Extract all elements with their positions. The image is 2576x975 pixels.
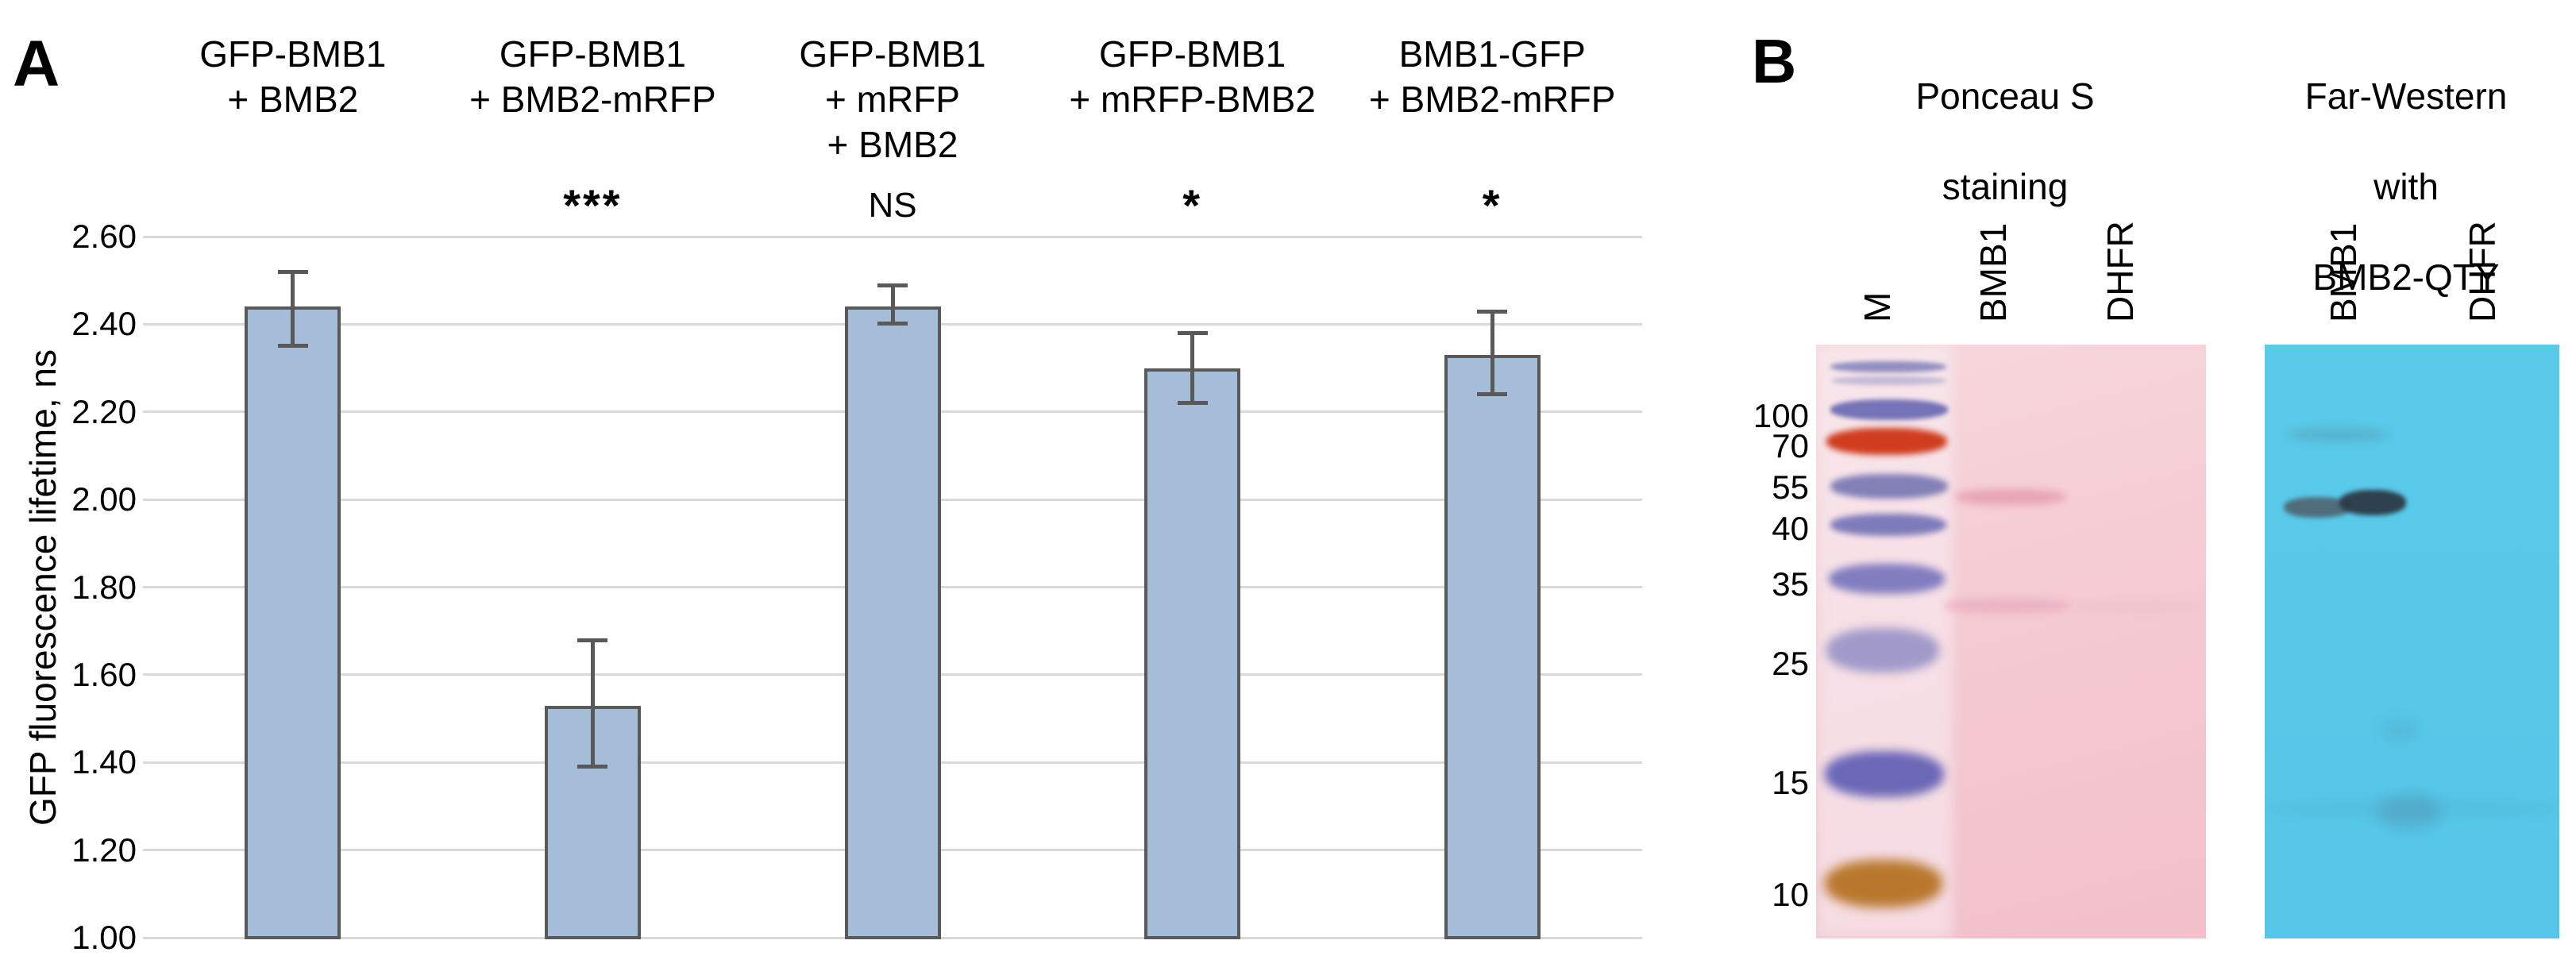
error-bar-stem xyxy=(890,284,895,325)
column-header: GFP-BMB1 + mRFP-BMB2 xyxy=(1069,33,1316,120)
bar xyxy=(1144,368,1241,939)
gel-band xyxy=(1830,474,1948,499)
gridline xyxy=(143,235,1642,238)
error-bar-cap-bottom xyxy=(1477,391,1508,396)
error-bar-cap-top xyxy=(577,638,608,642)
gel-band xyxy=(1830,361,1946,372)
y-tick-label: 1.60 xyxy=(71,655,137,693)
y-tick-label: 1.20 xyxy=(71,830,137,869)
gel-band xyxy=(1830,399,1948,420)
gel-band xyxy=(2074,600,2201,613)
gel-band xyxy=(1830,514,1946,536)
error-bar-cap-bottom xyxy=(877,322,908,326)
lane-label: DHFR xyxy=(2462,221,2503,322)
farwestern-blot-image xyxy=(2265,345,2559,938)
bar xyxy=(1444,355,1541,939)
blot1-title-line2: staining xyxy=(1942,166,2069,207)
blot-band xyxy=(2339,490,2406,515)
gel-band xyxy=(1826,428,1947,455)
column-header: GFP-BMB1 + BMB2-mRFP xyxy=(469,33,716,120)
blot1-title-line1: Ponceau S xyxy=(1915,75,2095,117)
blot1-title: Ponceau S staining xyxy=(1767,29,2243,255)
blot2-title-line3: BMB2-QTY xyxy=(2312,256,2500,298)
gel-band xyxy=(1944,598,2071,614)
blot2-title: Far-Western with BMB2-QTY xyxy=(2168,29,2576,345)
y-tick-label: 2.40 xyxy=(71,305,137,343)
column-header: BMB1-GFP + BMB2-mRFP xyxy=(1368,33,1616,120)
significance-label: * xyxy=(1182,180,1202,230)
panel-b-label: B xyxy=(1752,26,1797,96)
error-bar-cap-bottom xyxy=(277,343,308,348)
mw-label: 15 xyxy=(1772,764,1809,801)
significance-label: * xyxy=(1482,180,1502,230)
y-tick-label: 1.80 xyxy=(71,568,137,606)
significance-label: *** xyxy=(563,180,623,230)
blot-band xyxy=(2381,719,2417,742)
bar xyxy=(245,306,341,939)
error-bar-stem xyxy=(590,639,595,767)
y-tick-label: 2.20 xyxy=(71,392,137,430)
y-tick-label: 1.40 xyxy=(71,743,137,781)
error-bar-cap-top xyxy=(277,270,308,275)
bar xyxy=(844,306,941,939)
error-bar-stem xyxy=(1490,310,1494,395)
blot2-title-line2: with xyxy=(2374,166,2439,207)
y-tick-label: 2.60 xyxy=(71,218,137,255)
y-tick-label: 2.00 xyxy=(71,480,137,518)
lane-label: M xyxy=(1857,291,1898,322)
blot-band xyxy=(2287,429,2389,441)
error-bar-cap-top xyxy=(1177,331,1208,336)
lane-label: BMB1 xyxy=(2323,222,2364,322)
panel-a-label: A xyxy=(13,28,60,100)
gel-band xyxy=(1832,376,1946,385)
error-bar-cap-top xyxy=(1477,309,1508,314)
gel-band xyxy=(1829,564,1945,594)
mw-label: 25 xyxy=(1772,645,1809,682)
gel-band xyxy=(1955,489,2066,505)
error-bar-cap-bottom xyxy=(1177,400,1208,405)
column-header: GFP-BMB1 + BMB2 xyxy=(199,33,387,120)
lane-label: BMB1 xyxy=(1972,222,2014,322)
significance-label: NS xyxy=(868,186,917,225)
error-bar-cap-bottom xyxy=(577,764,608,769)
mw-label: 35 xyxy=(1772,565,1809,603)
mw-label: 55 xyxy=(1772,468,1809,506)
mw-label: 70 xyxy=(1772,427,1809,464)
mw-label: 40 xyxy=(1772,510,1809,547)
blot-band xyxy=(2377,794,2441,829)
y-tick-label: 1.00 xyxy=(71,919,137,956)
mw-label: 10 xyxy=(1772,876,1809,913)
error-bar-cap-top xyxy=(877,283,908,287)
mw-label: 100 xyxy=(1753,397,1809,434)
ponceau-blot-image xyxy=(1816,345,2206,938)
error-bar-stem xyxy=(1190,333,1195,403)
error-bar-stem xyxy=(291,272,295,346)
gel-band xyxy=(1826,628,1939,672)
blot-band xyxy=(2267,798,2558,819)
gel-band xyxy=(1825,860,1942,908)
column-header: GFP-BMB1 + mRFP + BMB2 xyxy=(799,33,986,165)
blot2-title-line1: Far-Western xyxy=(2304,75,2508,117)
lane-label: DHFR xyxy=(2100,221,2141,322)
gel-band xyxy=(1825,751,1944,797)
